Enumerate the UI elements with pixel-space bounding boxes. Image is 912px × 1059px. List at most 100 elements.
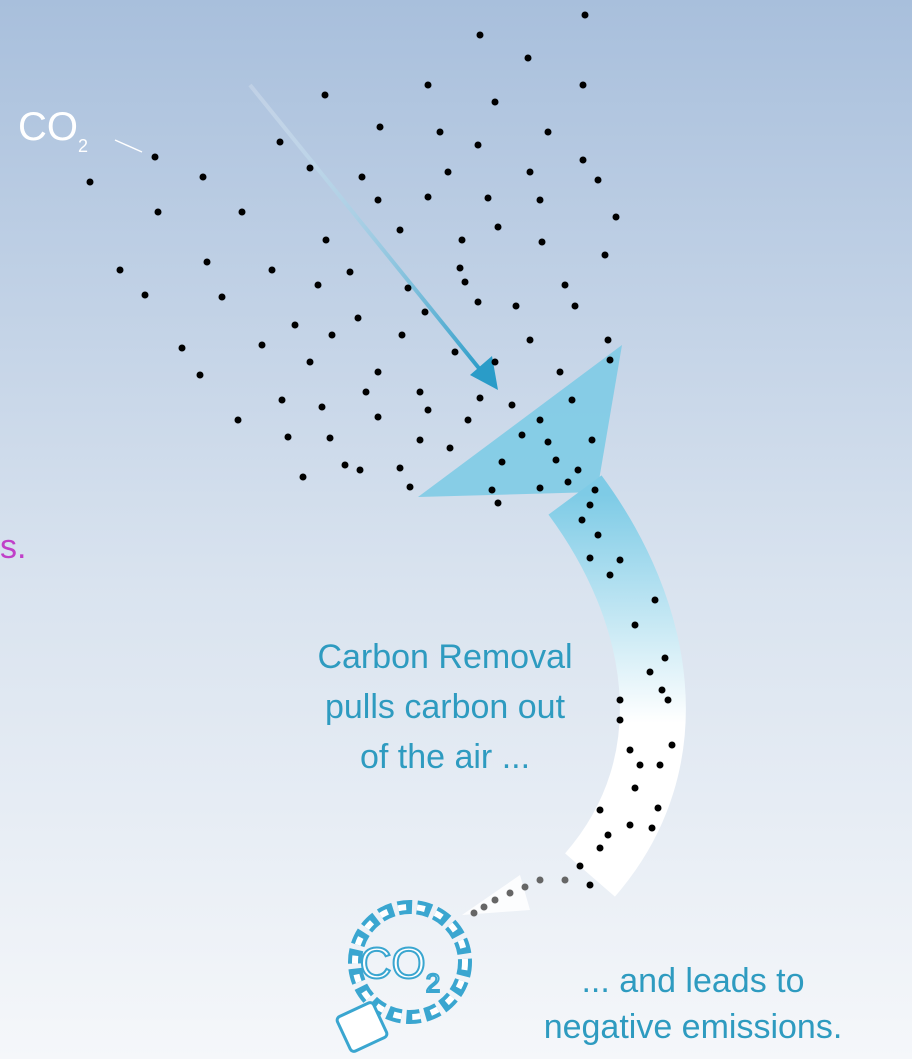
- molecule: [631, 784, 639, 792]
- intake-arrowhead: [470, 356, 498, 390]
- molecule: [451, 348, 459, 356]
- molecule: [268, 266, 276, 274]
- molecule: [596, 806, 604, 814]
- flow-band: [548, 475, 686, 897]
- molecule: [322, 236, 330, 244]
- icon-main: CO: [360, 939, 426, 988]
- molecule: [536, 196, 544, 204]
- molecule: [421, 308, 429, 316]
- molecule: [571, 302, 579, 310]
- molecule: [416, 436, 424, 444]
- chain-inner: [352, 904, 468, 1020]
- molecule: [658, 686, 666, 694]
- caption-line: of the air ...: [360, 738, 530, 776]
- icon-text: CO2: [360, 939, 440, 998]
- molecule: [651, 596, 659, 604]
- co2-sub: 2: [78, 136, 88, 156]
- molecule: [586, 554, 594, 562]
- molecule: [306, 358, 314, 366]
- molecule: [474, 298, 482, 306]
- molecule: [491, 358, 499, 366]
- molecule: [141, 291, 149, 299]
- molecule: [328, 331, 336, 339]
- molecule: [656, 761, 664, 769]
- molecule: [616, 716, 624, 724]
- molecule: [586, 501, 594, 509]
- molecule: [556, 368, 564, 376]
- molecule: [536, 416, 544, 424]
- molecule: [564, 478, 572, 486]
- molecule: [606, 571, 614, 579]
- molecule: [498, 458, 506, 466]
- molecule: [631, 621, 639, 629]
- molecule: [594, 176, 602, 184]
- molecule: [464, 416, 472, 424]
- molecule: [538, 238, 546, 246]
- molecule: [626, 821, 634, 829]
- molecule: [578, 516, 586, 524]
- molecule: [424, 193, 432, 201]
- molecule: [561, 876, 569, 884]
- molecule: [604, 831, 612, 839]
- molecules: [86, 11, 676, 917]
- molecule: [284, 433, 292, 441]
- molecule: [116, 266, 124, 274]
- molecule: [521, 883, 529, 891]
- molecule: [326, 434, 334, 442]
- molecule: [374, 196, 382, 204]
- molecule: [524, 54, 532, 62]
- molecule: [456, 264, 464, 272]
- molecule: [446, 444, 454, 452]
- molecule: [668, 741, 676, 749]
- caption-line: ... and leads to: [581, 962, 804, 1000]
- molecule: [203, 258, 211, 266]
- molecule: [299, 473, 307, 481]
- molecule: [648, 824, 656, 832]
- molecule: [404, 284, 412, 292]
- molecule: [461, 278, 469, 286]
- molecule: [586, 881, 594, 889]
- molecule: [374, 413, 382, 421]
- molecule: [544, 438, 552, 446]
- caption-line: Carbon Removal: [317, 638, 572, 676]
- flow-arrowhead: [462, 875, 530, 915]
- lock: [335, 1001, 389, 1053]
- molecule: [568, 396, 576, 404]
- molecule: [458, 236, 466, 244]
- molecule: [474, 141, 482, 149]
- molecule: [536, 876, 544, 884]
- molecule: [406, 483, 414, 491]
- molecule: [218, 293, 226, 301]
- molecule: [234, 416, 242, 424]
- molecule: [416, 388, 424, 396]
- molecule: [278, 396, 286, 404]
- molecule: [436, 128, 444, 136]
- molecule: [491, 98, 499, 106]
- molecule: [646, 668, 654, 676]
- molecule: [494, 499, 502, 507]
- molecule: [664, 696, 672, 704]
- molecule: [354, 314, 362, 322]
- molecule: [258, 341, 266, 349]
- caption-line: negative emissions.: [544, 1008, 843, 1046]
- molecule: [306, 164, 314, 172]
- molecule: [238, 208, 246, 216]
- molecule: [579, 156, 587, 164]
- co2-label: CO2: [18, 105, 88, 156]
- molecule: [536, 484, 544, 492]
- molecule: [291, 321, 299, 329]
- molecule: [346, 268, 354, 276]
- molecule: [616, 696, 624, 704]
- co2-main: CO: [18, 105, 78, 149]
- molecule: [574, 466, 582, 474]
- molecule: [508, 401, 516, 409]
- molecule: [579, 81, 587, 89]
- molecule: [604, 336, 612, 344]
- molecule: [526, 168, 534, 176]
- molecule: [654, 804, 662, 812]
- molecule: [596, 844, 604, 852]
- molecule: [376, 123, 384, 131]
- molecule: [396, 226, 404, 234]
